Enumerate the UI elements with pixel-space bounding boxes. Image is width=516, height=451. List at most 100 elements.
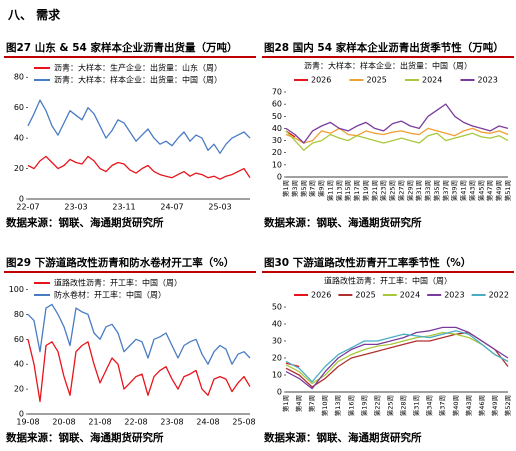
section-heading: 八、 需求 [8, 8, 61, 22]
x-tick-label: 第37周 [441, 180, 450, 201]
x-tick-label: 第16周 [346, 395, 355, 416]
x-tick-label: 第43周 [464, 395, 473, 416]
legend-label: 2025 [367, 76, 387, 85]
series-line [27, 303, 251, 365]
x-tick-label: 23-08 [160, 418, 183, 427]
legend-label: 道路改性沥青：开工率：中国（周） [54, 278, 182, 288]
series-line [27, 339, 251, 403]
x-tick-label: 第33周 [423, 180, 432, 201]
y-tick-label: 20 [14, 385, 24, 394]
legend-label: 2023 [444, 291, 464, 300]
source: 数据来源：钢联、海通期货研究所 [6, 432, 164, 444]
x-tick-label: 第25周 [388, 180, 397, 201]
y-tick-label: 40 [14, 134, 24, 143]
chart-subtitle: 沥青：大样本：样本企业：出货量：中国（周） [304, 61, 472, 71]
y-tick-label: 10 [272, 160, 282, 169]
y-tick-label: 50 [272, 112, 282, 121]
x-tick-label: 20-08 [52, 418, 75, 427]
panel: 图30 下游道路改性沥青开工率季节性（%） 0 10 20 30 40 50 第1周 第4周第… [262, 255, 514, 445]
x-tick-label: 第51周 [503, 180, 512, 201]
series-line [285, 326, 509, 390]
x-tick-label: 第1周 [281, 395, 290, 412]
x-tick-label: 第46周 [477, 395, 486, 416]
legend-label: 2026 [311, 76, 331, 85]
x-tick-label: 第34周 [425, 395, 434, 416]
y-tick-label: 0 [19, 195, 24, 204]
series-line [285, 130, 509, 151]
y-tick-label: 10 [272, 371, 282, 380]
x-tick-label: 第49周 [494, 180, 503, 201]
series-line [27, 99, 251, 154]
chart: 0 10 20 30 40 50 第1周 第4周 第7周 第10周 第13周 第16周 第19周 第22周… [272, 276, 512, 417]
y-tick-label: 20 [272, 354, 282, 363]
y-tick-label: 40 [272, 124, 282, 133]
x-tick-label: 第19周 [361, 180, 370, 201]
x-tick-label: 第3周 [290, 180, 299, 197]
y-tick-label: 0 [19, 410, 24, 419]
x-tick-label: 第49周 [490, 395, 499, 416]
source: 数据来源：钢联、海通期货研究所 [6, 217, 164, 229]
x-tick-label: 第5周 [299, 180, 308, 197]
legend-label: 2024 [422, 76, 442, 85]
y-tick-label: 30 [272, 337, 282, 346]
legend-label: 防水卷材：开工率：中国（周） [54, 290, 166, 300]
x-tick-label: 第9周 [317, 180, 326, 197]
x-tick-label: 21-08 [88, 418, 111, 427]
x-tick-label: 第43周 [467, 180, 476, 201]
legend-label: 2023 [478, 76, 498, 85]
panel: 图28 国内 54 家样本企业沥青出货季节性（万吨） 0 10 20 30 40 50 60… [262, 40, 514, 230]
x-tick-label: 第47周 [485, 180, 494, 201]
series-line [285, 127, 509, 144]
y-tick-label: 40 [272, 320, 282, 329]
x-tick-label: 第37周 [438, 395, 447, 416]
x-tick-label: 25-08 [232, 418, 255, 427]
x-tick-label: 第21周 [370, 180, 379, 201]
x-tick-label: 第31周 [414, 180, 423, 201]
legend-label: 沥青：大样本：样本企业：出货量：中国（周） [54, 75, 222, 85]
x-tick-label: 第13周 [333, 395, 342, 416]
y-tick-label: 0 [277, 173, 282, 182]
x-tick-label: 第29周 [405, 180, 414, 201]
x-tick-label: 第35周 [432, 180, 441, 201]
x-tick-label: 22-08 [124, 418, 147, 427]
y-tick-label: 30 [272, 136, 282, 145]
chart: 0 20 40 60 80 100 19-08 20-08 21-08 22-08 23-08 24-… [9, 278, 256, 427]
legend-label: 2026 [311, 291, 331, 300]
y-tick-label: 20 [14, 164, 24, 173]
x-tick-label: 第22周 [372, 395, 381, 416]
x-tick-label: 第28周 [399, 395, 408, 416]
series-line [27, 155, 251, 180]
x-tick-label: 第19周 [359, 395, 368, 416]
legend-label: 沥青：大样本：生产企业：出货量：山东（周） [54, 63, 222, 73]
x-tick-label: 第40周 [451, 395, 460, 416]
y-tick-label: 100 [9, 285, 24, 294]
y-tick-label: 50 [272, 303, 282, 312]
y-tick-label: 60 [14, 335, 24, 344]
y-tick-label: 80 [14, 73, 24, 82]
source: 数据来源：钢联、海通期货研究所 [264, 217, 422, 229]
x-tick-label: 23-11 [112, 203, 135, 212]
y-tick-label: 80 [14, 310, 24, 319]
chart-title: 图27 山东 & 54 家样本企业沥青出货量（万吨） [4, 40, 256, 58]
legend-label: 2024 [400, 291, 420, 300]
x-tick-label: 第45周 [476, 180, 485, 201]
x-tick-label: 24-07 [160, 203, 183, 212]
y-tick-label: 40 [14, 360, 24, 369]
x-tick-label: 第31周 [412, 395, 421, 416]
y-tick-label: 70 [272, 88, 282, 97]
x-tick-label: 24-08 [196, 418, 219, 427]
x-tick-label: 第41周 [459, 180, 468, 201]
y-tick-label: 20 [272, 148, 282, 157]
x-tick-label: 第17周 [352, 180, 361, 201]
chart: 0 20 40 60 80 22-07 23-03 23-11 24-07 25-03 沥青：大样本… [14, 63, 251, 212]
x-tick-label: 第10周 [320, 395, 329, 416]
series-line [285, 103, 509, 144]
y-tick-label: 60 [14, 103, 24, 112]
series-line [285, 330, 509, 383]
chart-title: 图28 国内 54 家样本企业沥青出货季节性（万吨） [262, 40, 514, 58]
panel: 图27 山东 & 54 家样本企业沥青出货量（万吨） 0 20 40 60 80 22-0… [4, 40, 256, 230]
x-tick-label: 第25周 [385, 395, 394, 416]
x-tick-label: 第39周 [450, 180, 459, 201]
